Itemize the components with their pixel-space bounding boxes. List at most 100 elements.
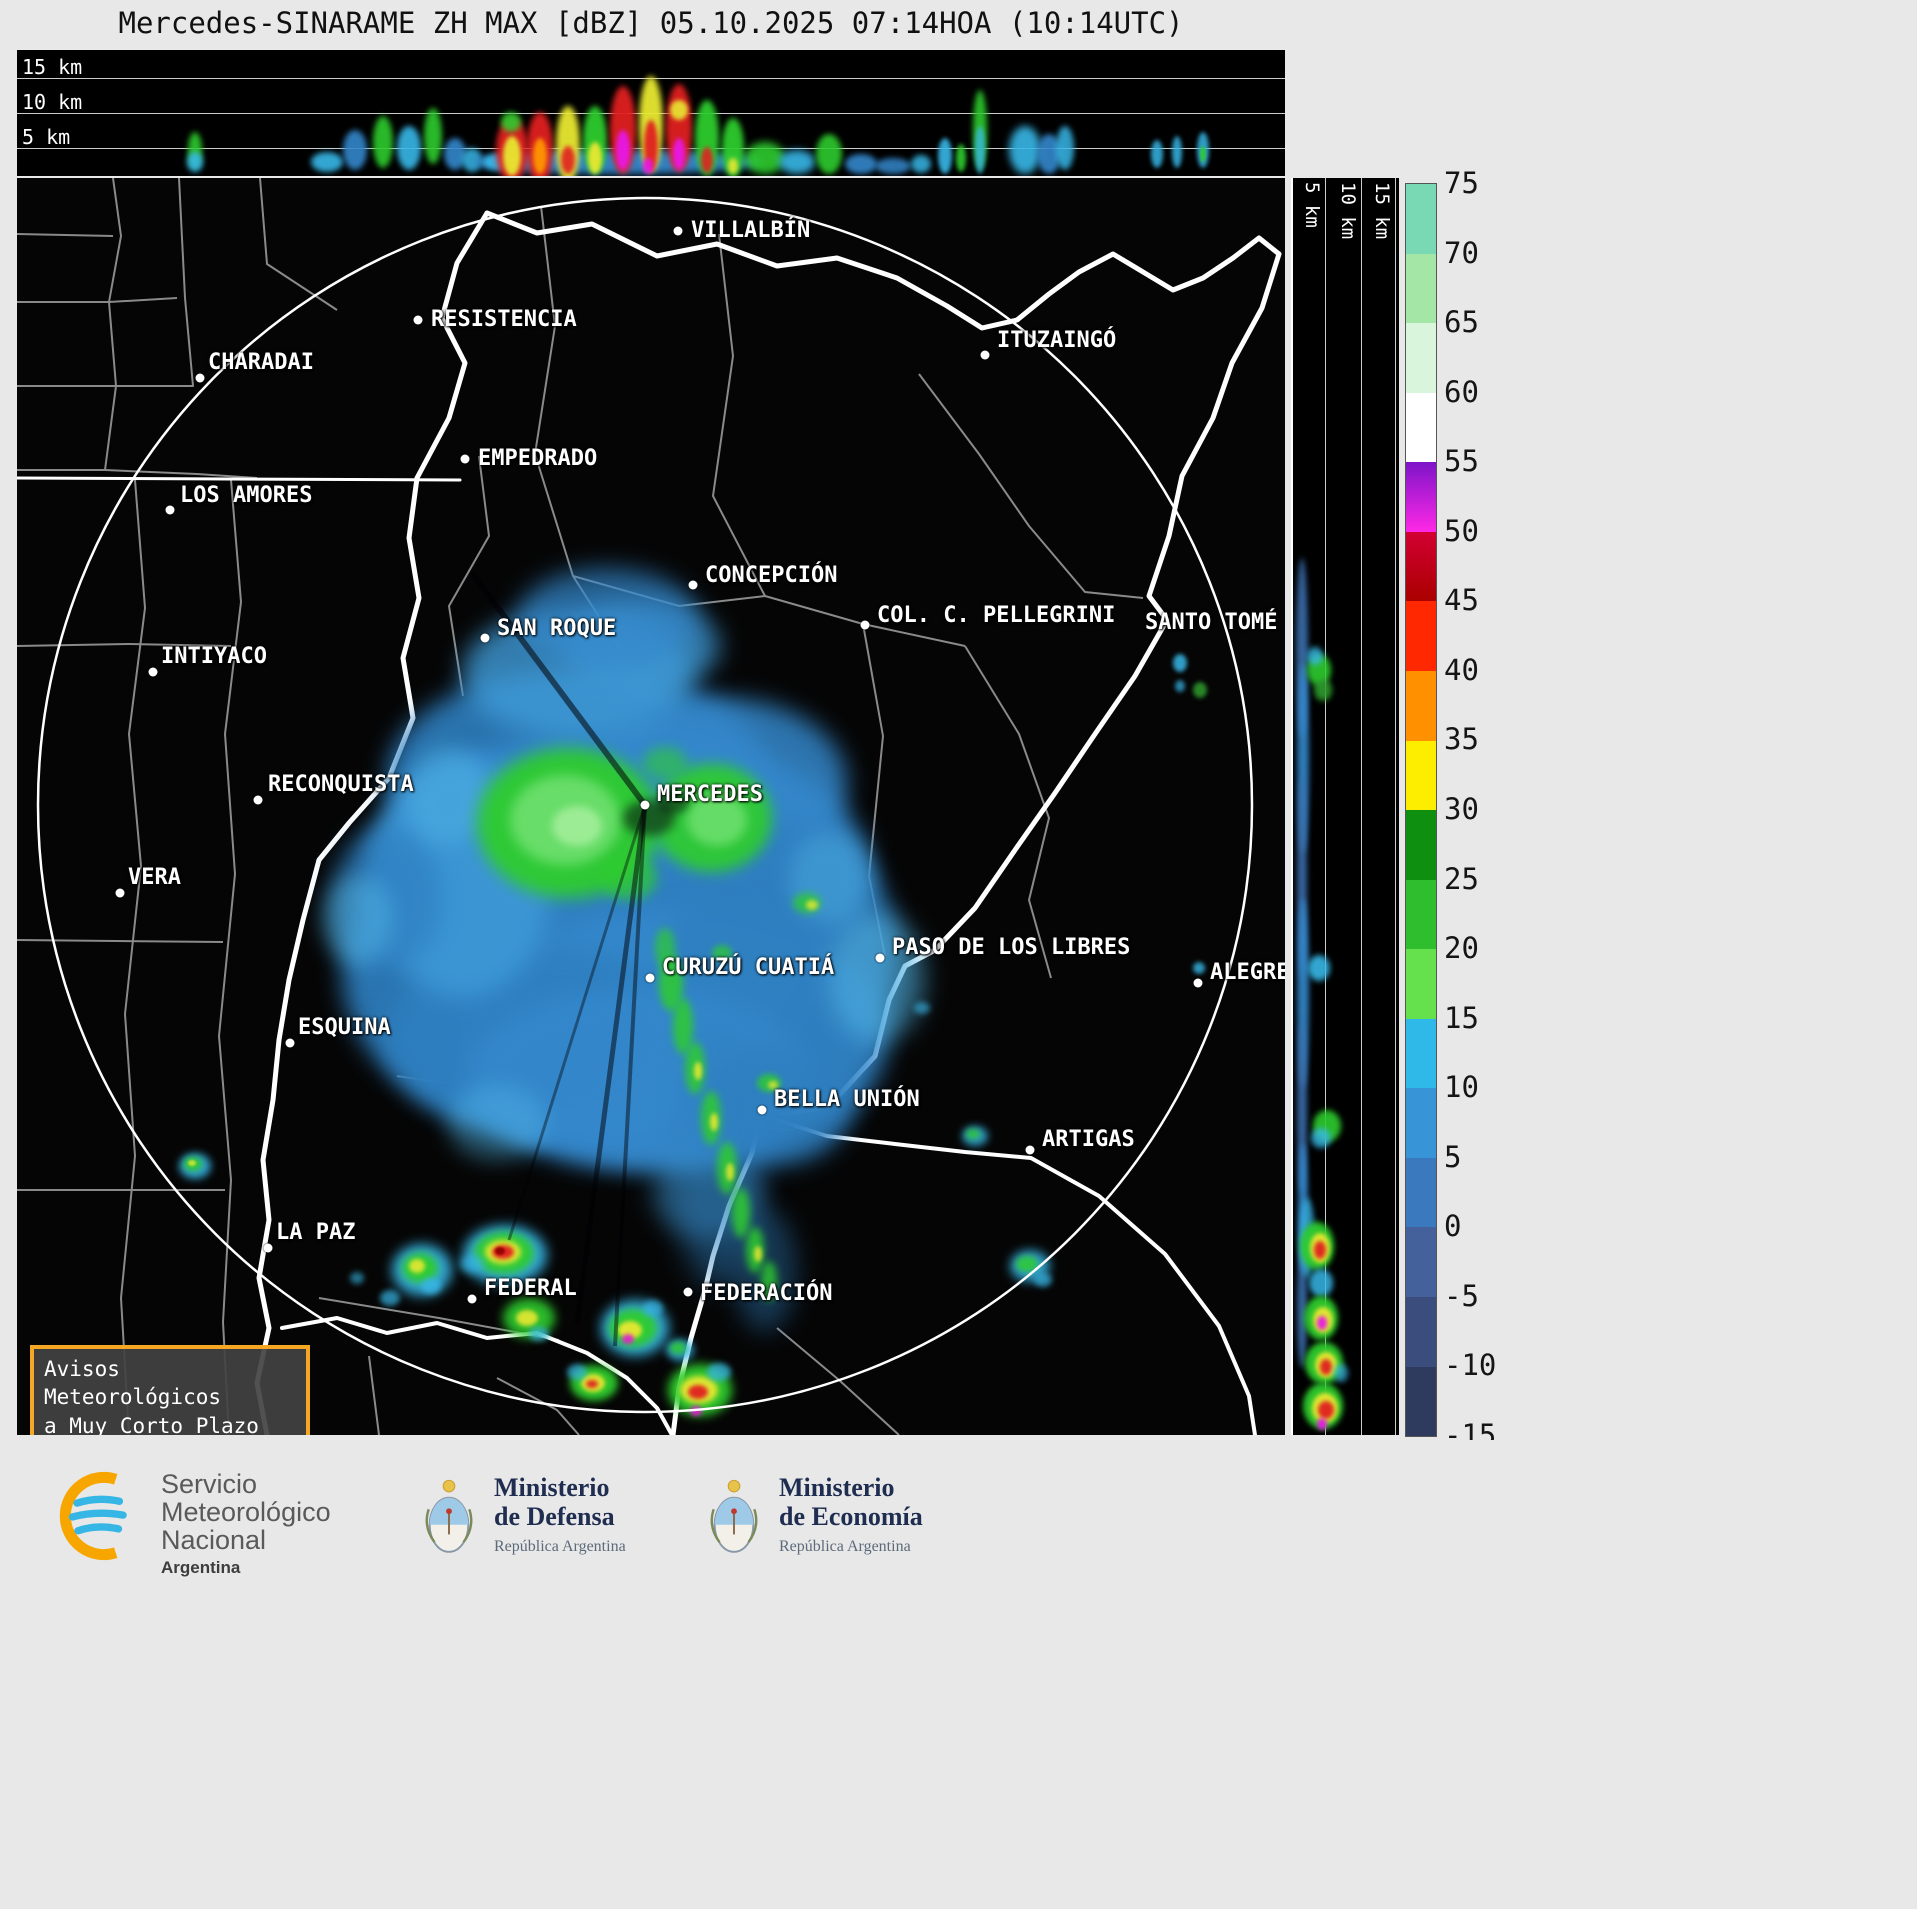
radar-echo [726,1163,734,1181]
city-label-curuzu-cuatia: CURUZÚ CUATIÁ [662,955,835,980]
radar-echo [529,1327,549,1341]
colorbar-tick-15: 15 [1444,1000,1479,1035]
radar-echo [732,1188,750,1238]
smn-name-line3: Nacional [161,1525,267,1556]
city-label-intiyaco: INTIYACO [161,644,267,669]
colorbar-tick-20: 20 [1444,931,1479,966]
footer: Servicio Meteorológico Nacional Argentin… [0,1440,1917,1909]
radar-echo [1311,1128,1331,1148]
city-label-bella-union: BELLA UNIÓN [774,1087,920,1112]
radar-echo [911,155,931,173]
city-label-federal: FEDERAL [484,1276,577,1301]
river-parana-upper [484,210,1282,331]
city-dot-charadai [195,373,205,383]
radar-echo [938,138,952,174]
colorbar-tick--5: -5 [1444,1278,1479,1313]
colorbar-tick-5: 5 [1444,1139,1462,1174]
colorbar-tick-40: 40 [1444,652,1479,687]
beam-shadow [507,804,647,1241]
radar-echo [1307,647,1323,665]
city-label-vera: VERA [128,865,181,890]
radar-echo [657,790,689,814]
beam-shadow [574,804,648,1324]
city-dot-los-amores [165,505,175,515]
radar-echo [779,150,815,174]
radar-echo [447,1085,547,1161]
radar-echo [694,1062,702,1080]
smn-name-line2: Meteorológico [161,1497,331,1528]
city-dot-ituzaingo [980,350,990,360]
smn-logo-block: Servicio Meteorológico Nacional Argentin… [55,1470,331,1577]
radar-echo [966,1129,980,1139]
colorbar-segment [1406,1157,1436,1228]
colorbar-segment [1406,1018,1436,1089]
radar-echo [409,1259,425,1273]
ministry-defensa-subtitle: República Argentina [494,1538,626,1556]
city-dot-la-paz [263,1243,273,1253]
city-label-resistencia: RESISTENCIA [431,307,577,332]
ministry-defensa-block: Ministerio de Defensa República Argentin… [420,1473,626,1562]
city-dot-villalbin [673,226,683,236]
beam-shadow [469,571,648,807]
radar-echo [670,1342,686,1354]
city-dot-intiyaco [148,667,158,677]
radar-echo [1172,136,1182,168]
city-label-san-roque: SAN ROQUE [497,616,617,641]
smn-name-line1: Servicio [161,1469,258,1499]
radar-echo [712,945,732,961]
coat-of-arms-icon [710,1479,758,1553]
radar-echo [407,746,487,846]
radar-echo [1297,1023,1307,1193]
radar-echo [373,116,393,168]
altitude-line-10km [1361,178,1362,1435]
radar-echo [710,1113,718,1131]
radar-echo [495,1247,505,1255]
city-label-concepcion: CONCEPCIÓN [705,563,838,588]
ministry-defensa-title-2: de Defensa [494,1501,615,1531]
city-label-alegrete: ALEGRETE [1210,960,1285,985]
city-layer: VILLALBÍN RESISTENCIA CHARADAI EMPEDRADO LOS… [17,178,1285,1435]
city-dot-federal [467,1294,477,1304]
radar-echo [761,1261,777,1301]
city-dot-paso-de-los-libres [875,953,885,963]
radar-echo [1193,962,1205,974]
advisory-line-1: Avisos Meteorológicos [44,1357,222,1410]
radar-echo [561,146,575,174]
altitude-line-5km [1325,178,1326,1435]
city-label-santo-tome: SANTO TOMÉ [1145,610,1278,635]
colorbar-tick-50: 50 [1444,513,1479,548]
city-label-artigas: ARTIGAS [1042,1127,1135,1152]
city-dot-vera [115,888,125,898]
radar-echo [1200,146,1206,162]
city-dot-alegrete [1193,978,1203,988]
colorbar-segment [1406,949,1436,1019]
city-dot-federacion [683,1287,693,1297]
colorbar-tick-55: 55 [1444,444,1479,479]
radar-echo [1314,679,1332,701]
colorbar-segment [1406,462,1436,532]
radar-echo [622,1334,634,1344]
right-echo-layer [1293,178,1399,1435]
city-dot-artigas [1025,1145,1035,1155]
radar-echo [1309,1269,1333,1297]
colorbar-tick-60: 60 [1444,374,1479,409]
radar-echo [424,108,442,164]
radar-echo [701,147,713,173]
range-ring [36,196,1254,1414]
radar-echo [517,568,697,668]
radar-echo [816,134,842,174]
radar-echo [380,1290,400,1306]
river-uruguay [670,251,1282,1435]
range-overlay [36,196,1254,1414]
colorbar-tick-45: 45 [1444,583,1479,618]
dbz-colorbar-ticks: 75 70 65 60 55 50 45 40 35 30 25 20 15 10 5 0 -5 -10 -15 [1444,166,1524,1452]
colorbar-segment [1406,531,1436,602]
radar-echo [187,152,203,172]
radar-echo [768,1081,778,1089]
province-border-line [17,476,462,482]
city-label-col-c-pellegrini: COL. C. PELLEGRINI [877,603,1116,628]
city-label-charadai: CHARADAI [208,350,314,375]
radar-echo [875,158,911,174]
advisory-box[interactable]: Avisos Meteorológicos a Muy Corto Plazo [30,1345,310,1435]
city-label-reconquista: RECONQUISTA [268,772,414,797]
